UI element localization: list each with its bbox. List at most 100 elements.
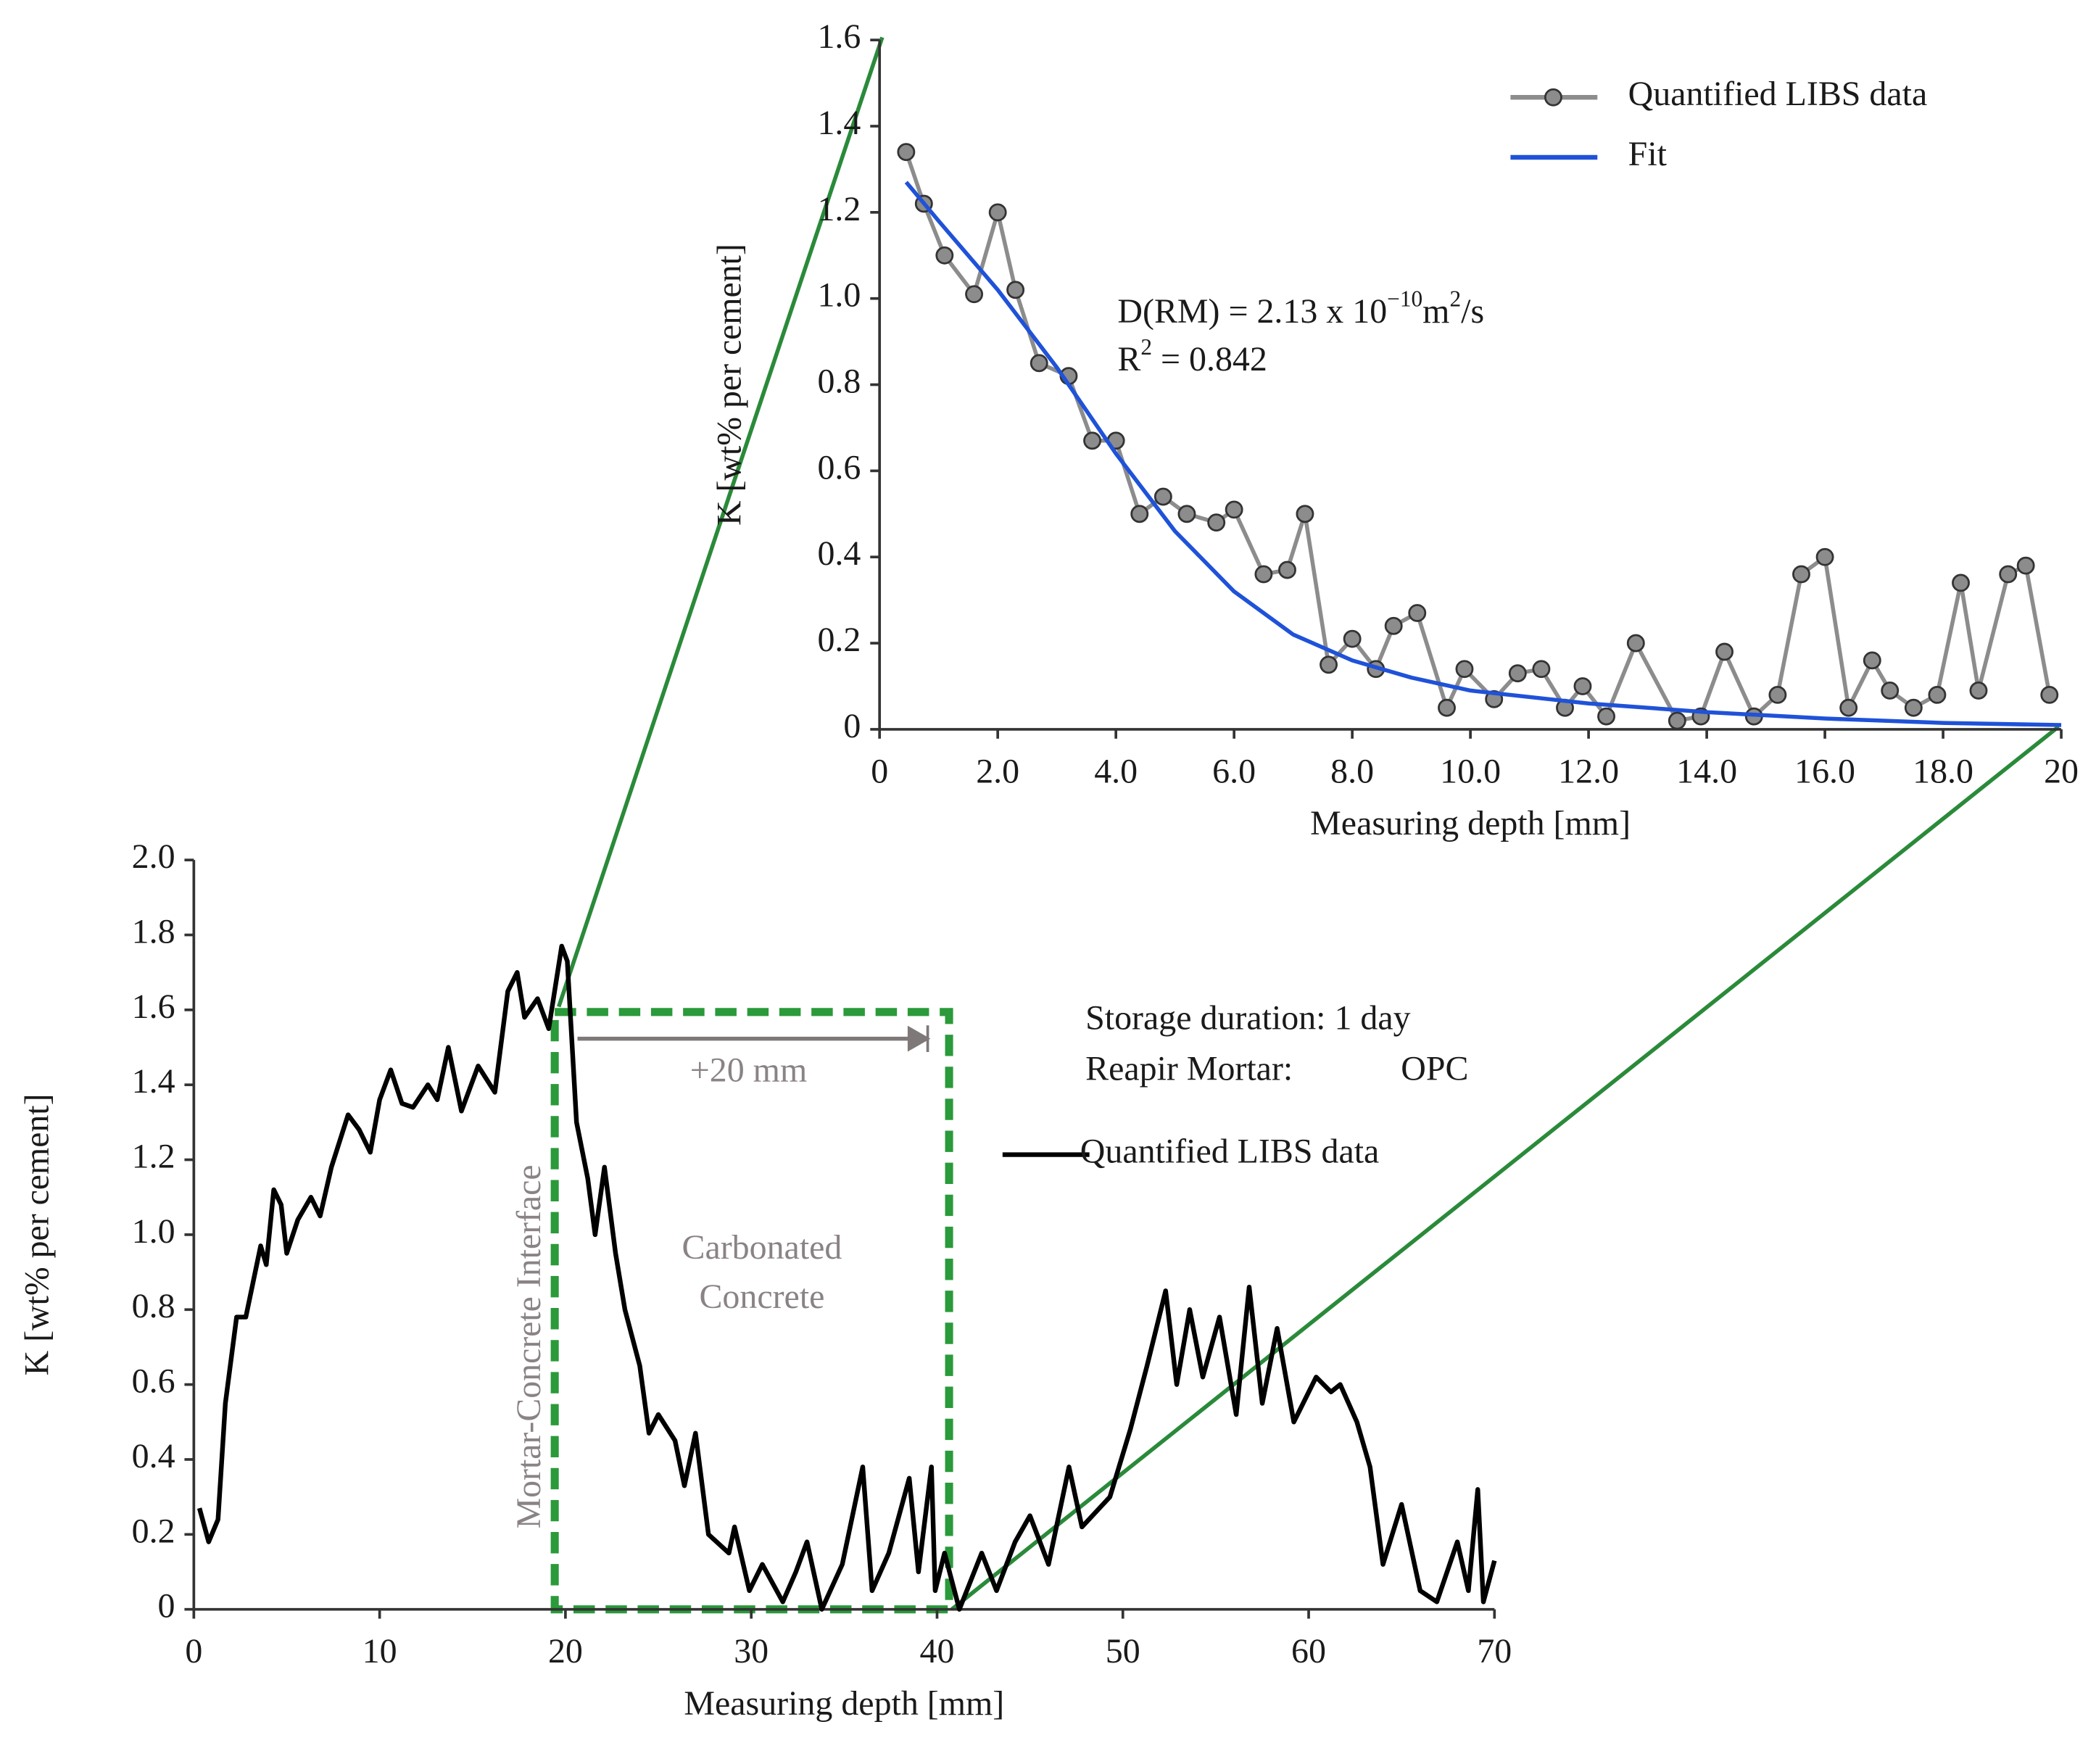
data-point — [1130, 505, 1149, 523]
y-axis-label: K [wt% per cement] — [710, 244, 748, 526]
data-point — [1952, 573, 1970, 592]
annotation: OPC — [1401, 1050, 1468, 1088]
data-point — [1278, 560, 1296, 579]
y-tick-label: 1.4 — [817, 104, 861, 142]
data-point — [1999, 565, 2018, 584]
y-tick-label: 1.0 — [132, 1212, 175, 1251]
legend-label: Fit — [1628, 135, 1668, 173]
y-tick-label: 1.2 — [817, 190, 861, 228]
y-tick-label: 1.4 — [132, 1062, 175, 1101]
legend-label: Quantified LIBS data — [1080, 1132, 1380, 1171]
zoom-line — [557, 36, 885, 1008]
annotation: Reapir Mortar: — [1085, 1050, 1293, 1088]
y-tick-label: 0.8 — [817, 363, 861, 401]
x-tick-label: 20 — [2044, 752, 2079, 790]
x-tick-label: 70 — [1477, 1632, 1512, 1670]
data-point — [1207, 513, 1226, 532]
data-point — [1320, 655, 1338, 674]
data-point — [1626, 634, 1645, 653]
x-tick-label: 2.0 — [976, 752, 1019, 790]
x-tick-label: 40 — [920, 1632, 955, 1670]
data-point — [1508, 664, 1527, 683]
x-axis-label: Measuring depth [mm] — [684, 1684, 1004, 1723]
x-tick-label: 20 — [548, 1632, 583, 1670]
y-tick-label: 0.6 — [817, 448, 861, 486]
x-tick-label: 50 — [1106, 1632, 1140, 1670]
annotation: Carbonated — [682, 1228, 842, 1267]
arrow-head — [907, 1025, 931, 1052]
x-tick-label: 0 — [871, 752, 888, 790]
data-point — [897, 143, 916, 162]
data-point — [1768, 685, 1787, 704]
data-point — [1904, 698, 1923, 717]
y-tick-label: 0.2 — [817, 621, 861, 659]
legend-label: Quantified LIBS data — [1628, 75, 1928, 113]
y-tick-label: 1.0 — [817, 276, 861, 315]
y-axis-label: K [wt% per cement] — [17, 1093, 56, 1375]
x-tick-label: 14.0 — [1676, 752, 1737, 790]
data-point — [1438, 698, 1456, 717]
annotation: Mortar-Concrete Interface — [510, 1164, 548, 1528]
data-point — [935, 246, 954, 265]
x-tick-label: 4.0 — [1094, 752, 1138, 790]
data-point — [1384, 616, 1403, 635]
data-point — [1839, 698, 1858, 717]
data-point — [2040, 685, 2059, 704]
data-point — [1668, 711, 1686, 730]
y-tick-label: 1.2 — [132, 1138, 175, 1176]
x-tick-label: 16.0 — [1794, 752, 1855, 790]
data-point — [965, 285, 984, 304]
x-tick-label: 10.0 — [1440, 752, 1501, 790]
zoom-line — [950, 725, 2060, 1611]
data-point — [1815, 547, 1834, 566]
y-tick-label: 0.4 — [817, 534, 861, 573]
x-tick-label: 30 — [734, 1632, 769, 1670]
y-tick-label: 0 — [158, 1587, 175, 1626]
data-point — [1225, 500, 1243, 519]
annotation: Storage duration: 1 day — [1085, 999, 1411, 1038]
x-axis-label: Measuring depth [mm] — [1310, 804, 1631, 842]
y-tick-label: 0.4 — [132, 1437, 175, 1475]
y-tick-label: 0.6 — [132, 1362, 175, 1401]
data-point — [1296, 505, 1314, 523]
data-point — [1030, 354, 1048, 373]
y-tick-label: 0 — [843, 707, 861, 745]
data-point — [1153, 487, 1172, 506]
data-point — [1573, 677, 1592, 695]
data-point — [1969, 682, 1988, 700]
data-point — [1928, 685, 1947, 704]
data-point — [1881, 682, 1900, 700]
data-point — [1455, 660, 1474, 679]
data-point — [1597, 707, 1616, 726]
annotation: +20 mm — [690, 1051, 807, 1089]
data-point — [1863, 651, 1881, 670]
fit-equation: D(RM) = 2.13 x 10−10m2/s — [1117, 286, 1484, 331]
data-line — [196, 943, 1497, 1612]
y-tick-label: 1.6 — [132, 987, 175, 1026]
x-tick-label: 60 — [1291, 1632, 1326, 1670]
r-squared: R2 = 0.842 — [1117, 334, 1267, 378]
y-tick-label: 1.6 — [817, 17, 861, 56]
data-point — [1254, 565, 1273, 584]
x-tick-label: 8.0 — [1330, 752, 1374, 790]
legend-marker — [1544, 88, 1562, 107]
data-point — [1792, 565, 1810, 584]
x-tick-label: 0 — [185, 1632, 202, 1670]
y-tick-label: 2.0 — [132, 837, 175, 876]
data-point — [1715, 642, 1733, 661]
data-point — [1177, 505, 1196, 523]
y-tick-label: 1.8 — [132, 913, 175, 951]
data-point — [1006, 281, 1025, 299]
x-tick-label: 6.0 — [1212, 752, 1256, 790]
y-tick-label: 0.8 — [132, 1287, 175, 1325]
data-point — [1532, 660, 1551, 679]
x-tick-label: 18.0 — [1913, 752, 1973, 790]
fit-line — [904, 181, 2062, 727]
data-point — [1408, 604, 1427, 622]
data-point — [988, 203, 1007, 222]
data-point — [1343, 629, 1362, 648]
data-point — [1083, 431, 1102, 450]
data-line — [904, 151, 2052, 723]
